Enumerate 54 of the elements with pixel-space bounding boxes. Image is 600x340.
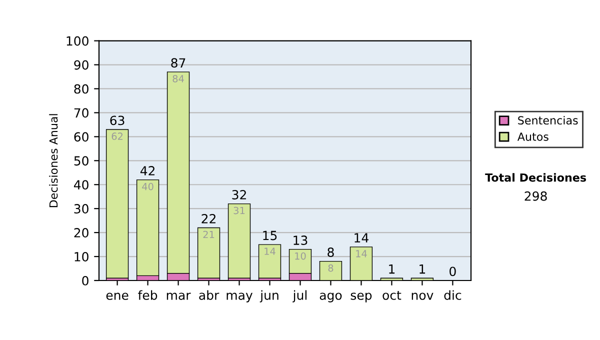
- total-label: 63: [110, 116, 124, 126]
- total-label: 87: [171, 58, 186, 68]
- data-label: 14: [356, 250, 367, 258]
- total-label: 14: [354, 233, 368, 242]
- y-tick-label: 10: [74, 252, 88, 262]
- y-tick-label: 90: [74, 60, 88, 70]
- legend-label: Autos: [517, 132, 548, 141]
- x-tick-label: jun: [260, 290, 278, 302]
- total-label: 22: [202, 214, 216, 224]
- data-label: 8: [328, 264, 334, 272]
- total-label: 42: [140, 166, 154, 176]
- total-label: 0: [450, 266, 456, 276]
- x-tick-label: ene: [106, 292, 128, 300]
- total-label: 8: [328, 248, 334, 257]
- total-label: 1: [420, 264, 426, 274]
- data-label: 84: [172, 75, 184, 82]
- x-tick-label: mar: [166, 292, 191, 300]
- data-label: 40: [142, 182, 154, 190]
- y-axis-title: Decisiones Anual: [49, 114, 58, 208]
- data-label: 62: [112, 132, 123, 140]
- bar: [197, 227, 220, 278]
- y-tick-label: 70: [74, 108, 88, 118]
- bar: [106, 129, 129, 278]
- y-tick-label: 30: [74, 204, 88, 214]
- y-tick-label: 60: [74, 132, 88, 142]
- x-tick-label: sep: [350, 292, 372, 302]
- y-tick-label: 100: [66, 36, 88, 46]
- data-label: 10: [295, 252, 306, 260]
- total-label: 13: [294, 236, 308, 245]
- y-tick-label: 20: [74, 228, 88, 238]
- data-label: 14: [264, 248, 276, 255]
- text: 298: [524, 191, 547, 201]
- data-label: 21: [203, 230, 214, 238]
- total-label: 32: [232, 190, 246, 200]
- x-tick-label: jul: [292, 290, 307, 302]
- y-tick-label: 80: [74, 84, 88, 94]
- x-tick-label: nov: [412, 292, 434, 300]
- data-label: 31: [234, 206, 245, 214]
- total-label: 1: [389, 264, 395, 274]
- bar: [258, 244, 282, 278]
- bar: [228, 203, 251, 278]
- x-tick-label: abr: [199, 290, 220, 300]
- y-tick-label: 50: [74, 156, 88, 166]
- x-tick-label: dic: [444, 290, 462, 300]
- y-tick-label: 40: [74, 180, 88, 190]
- x-tick-label: feb: [138, 290, 158, 300]
- total-label: 15: [263, 230, 277, 240]
- x-tick-label: ago: [320, 292, 342, 302]
- y-tick-label: 0: [82, 276, 88, 286]
- x-tick-label: may: [226, 292, 253, 302]
- text: Total Decisiones: [485, 173, 586, 182]
- bar: [136, 179, 160, 276]
- x-tick-label: oct: [382, 290, 402, 300]
- legend-label: Sentencias: [518, 116, 578, 125]
